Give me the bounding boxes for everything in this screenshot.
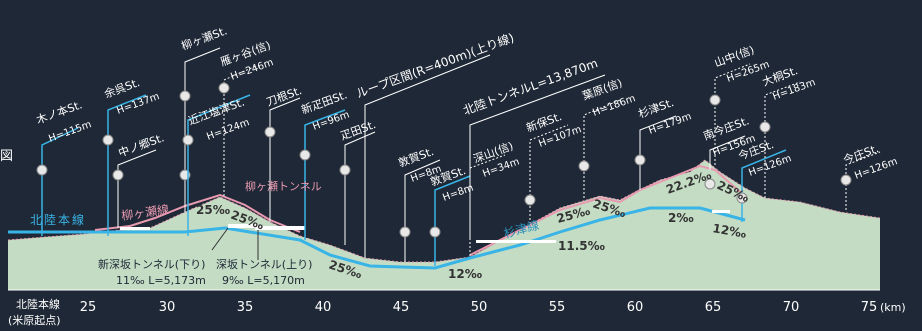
fukasaka-leader [211,227,229,251]
station-marker [399,226,411,238]
leader-line [184,47,221,212]
gradient-label: 12‰ [711,221,747,241]
station-tsuruga-1: 敦賀St. H=8m [396,144,443,262]
axis-tick-label: 45 [393,300,410,315]
station-marker [524,194,536,206]
axis-tick-label: 50 [471,300,488,315]
station-imajo-2: 今庄St. H=126m [840,141,899,210]
station-marker [218,82,230,94]
gradient-label: 2‰ [668,211,694,225]
station-marker [102,134,114,146]
shin-fukasaka-label-line2: 11‰ L=5,173m [116,274,206,287]
hokuriku-tunnel-leader [469,74,606,240]
station-name: 敦賀St. [396,144,435,170]
leader-line [223,65,257,196]
figure-side-label: 図 [0,149,13,164]
station-marker [578,160,590,172]
axis-tick-label: 55 [549,300,566,315]
tunnel-bar-fukasaka [228,224,258,228]
station-name: 新保St. [524,109,563,135]
station-marker [840,174,852,186]
station-marker [339,164,351,176]
axis-tick-label: 25 [80,300,97,315]
station-marker [182,134,194,146]
fukasaka-label-line2: 9‰ L=5,170m [222,274,305,287]
gradient-labels: 25‰ 25‰ 25‰ 12‰ 11.5‰ 25‰ 25‰ 22.2‰ 25‰ … [196,168,751,282]
station-marker [112,169,124,181]
station-marker [736,192,748,204]
leader-line [344,131,376,245]
tunnel-bar-hokuriku [476,240,556,243]
leader-line [304,109,346,240]
station-elevation: H=115m [47,119,93,145]
station-shin-hikida: 新疋田St. H=96m [299,87,351,240]
leader-line [583,99,621,198]
fukasaka-label-line1: 深坂トンネル(上り) [216,258,312,271]
station-tsuruga-2: 敦賀St. H=8m [428,163,475,266]
station-elevation: H=124m [205,117,251,143]
axis-tick-label: 35 [237,300,254,315]
station-marker [704,178,716,190]
loop-leader [364,54,491,258]
leader-line [269,97,301,222]
station-marker [299,149,311,161]
station-marker [759,121,771,133]
station-marker [36,164,48,176]
station-hikida: 疋田St. [339,118,378,245]
station-marker [709,94,721,106]
axis-tick-label: 40 [315,300,332,315]
station-marker [634,154,646,166]
axis-origin-label-line2: (米原起点) [8,314,61,327]
station-name: 杉津St. [636,95,675,121]
leader-line [117,149,157,228]
station-tone: 刀根St. [264,83,304,222]
axis-tick-label: 75 [861,300,878,315]
line-name-yanagase: 柳ヶ瀬線 [120,201,170,223]
sugitsu-line [469,164,746,256]
axis-tick-label: 65 [705,300,722,315]
leader-line [709,135,746,170]
loop-section-label: ループ区間(R=400m)(上り線) [354,30,516,101]
leader-line [41,127,79,236]
axis-tick-label: 70 [783,300,800,315]
leader-line [434,175,471,266]
tunnel-bar-shin-fukasaka [255,226,305,230]
leader-line [187,94,251,236]
axis-tick-label: 60 [627,300,644,315]
station-marker [429,226,441,238]
tunnel-bar-yanagase [120,227,150,230]
gradient-label: 11.5‰ [558,239,605,253]
station-name: 木ノ本St. [34,97,84,127]
gradient-label: 12‰ [448,267,482,281]
station-ohgiri: 大桐St. H=183m [759,63,817,198]
axis-tick-label: 30 [159,300,176,315]
leader-line [741,149,787,222]
hokuriku-tunnel-label: 北陸トンネルL=13,870m [461,56,599,118]
leader-line [714,63,751,165]
leader-line [845,151,881,210]
tunnel-bar-yamanaka [712,210,730,213]
shin-fukasaka-label-line1: 新深坂トンネル(下り) [98,257,205,271]
station-marker [264,126,276,138]
axis-origin-label-line1: 北陸本線 [16,297,60,311]
terrain-ridge [7,159,881,263]
station-name: 柳ヶ瀬St. [179,23,229,53]
terrain-fill [8,160,880,290]
station-name: 余呉St. [102,75,141,101]
axis-unit-label: (km) [880,301,906,314]
yanagase-line [94,193,301,233]
hokuriku-main-line [8,206,746,270]
km-axis: 北陸本線 (米原起点) 25 30 35 40 45 50 55 60 65 7… [8,297,906,327]
leader-line [639,115,677,190]
station-marker [179,90,191,102]
station-habara: 葉原(信) H=186m [578,75,637,198]
yanagase-tunnel-label: 柳ヶ瀬トンネル [245,179,322,193]
gradient-label: 25‰ [196,203,230,217]
line-name-hokuriku: 北陸本線 [30,212,86,227]
leader-line [107,94,147,236]
